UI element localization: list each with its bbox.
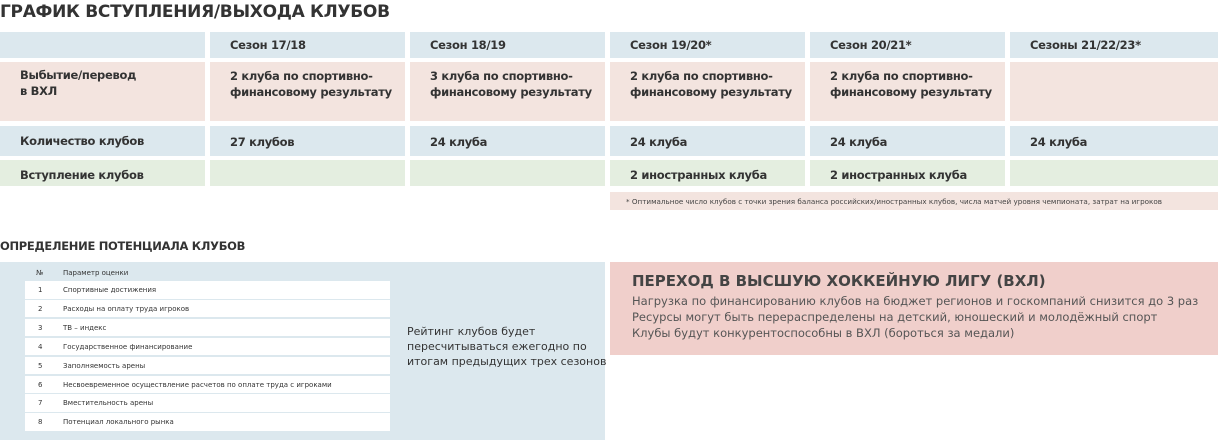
- header-cell: [0, 32, 205, 58]
- text-line: 2 иностранных клуба: [630, 168, 767, 182]
- row-param: Заполняемость арены: [63, 361, 146, 370]
- row-num: 7: [38, 399, 43, 408]
- header-cell: Сезон 19/20*: [610, 32, 805, 58]
- cell: 2 клуба по спортивно-финансовому результ…: [210, 62, 405, 121]
- cell: 24 клуба: [810, 126, 1005, 156]
- text-line: финансовому результату: [630, 85, 792, 99]
- row-param: Спортивные достижения: [63, 286, 157, 294]
- text-line: в ВХЛ: [20, 84, 57, 98]
- row-num: 5: [38, 361, 43, 370]
- text-line: 27 клубов: [230, 135, 295, 149]
- row-param: Несвоевременное осуществление расчетов п…: [63, 380, 332, 389]
- section-title: ОПРЕДЕЛЕНИЕ ПОТЕНЦИАЛА КЛУБОВ: [0, 239, 246, 253]
- table-row: 5 Заполняемость арены: [25, 356, 390, 375]
- cell: 27 клубов: [210, 126, 405, 156]
- table-header: № Параметр оценки: [25, 266, 390, 280]
- column-header: Сезон 17/18: [230, 38, 306, 52]
- text-line: 24 клуба: [830, 135, 888, 149]
- row-num: 4: [38, 342, 43, 351]
- header-cell: Сезоны 21/22/23*: [1010, 32, 1218, 58]
- cell: 2 иностранных клуба: [610, 160, 805, 186]
- param-table: № Параметр оценки 1 Спортивные достижения 2 Р…: [25, 266, 390, 432]
- cell: 2 клуба по спортивно-финансовому результ…: [810, 62, 1005, 121]
- header-cell: Сезон 18/19: [410, 32, 605, 58]
- text-line: Вступление клубов: [20, 168, 144, 182]
- row-label: Выбытие/перевод в ВХЛ: [0, 62, 205, 121]
- cell: [1010, 160, 1218, 186]
- table-row: 2 Расходы на оплату труда игроков: [25, 299, 390, 318]
- row-param: Расходы на оплату труда игроков: [63, 304, 190, 313]
- text-line: 2 клуба по спортивно-: [230, 69, 373, 83]
- text-line: финансовому результату: [430, 85, 592, 99]
- potential-panel: № Параметр оценки 1 Спортивные достижения 2 Р…: [0, 262, 607, 440]
- row-num: 6: [38, 380, 43, 389]
- cell: 2 иностранных клуба: [810, 160, 1005, 186]
- cell: [210, 160, 405, 186]
- row-param: Государственное финансирование: [63, 342, 193, 351]
- row-param: Вместительность арены: [63, 399, 154, 408]
- row-num: 3: [38, 323, 43, 332]
- cell: 24 клуба: [410, 126, 605, 156]
- table-row: 3 ТВ – индекс: [25, 318, 390, 337]
- header-param: Параметр оценки: [63, 269, 129, 277]
- table-row: 6 Несвоевременное осуществление расчетов …: [25, 375, 390, 393]
- text-line: 2 клуба по спортивно-: [830, 69, 973, 83]
- text-line: 3 клуба по спортивно-: [430, 69, 573, 83]
- note-line: Рейтинг клубов будет: [407, 325, 536, 338]
- vhl-title: ПЕРЕХОД В ВЫСШУЮ ХОККЕЙНУЮ ЛИГУ (ВХЛ): [632, 272, 1046, 290]
- cell: 24 клуба: [1010, 126, 1218, 156]
- text-line: 24 клуба: [1030, 135, 1088, 149]
- note-line: пересчитываться ежегодно по: [407, 340, 587, 353]
- title: ГРАФИК ВСТУПЛЕНИЯ/ВЫХОДА КЛУБОВ: [0, 2, 390, 22]
- vhl-box: ПЕРЕХОД В ВЫСШУЮ ХОККЕЙНУЮ ЛИГУ (ВХЛ) Наг…: [610, 262, 1218, 355]
- vhl-line: Нагрузка по финансированию клубов на бюд…: [632, 294, 1199, 308]
- row-param: Потенциал локального рынка: [63, 418, 174, 427]
- vhl-line: Клубы будут конкурентоспособны в ВХЛ (бо…: [632, 326, 1015, 340]
- header-cell: Сезон 17/18: [210, 32, 405, 58]
- column-header: Сезон 19/20*: [630, 38, 712, 52]
- row-num: 2: [38, 304, 43, 313]
- text-line: 24 клуба: [630, 135, 688, 149]
- row-label: Количество клубов: [0, 126, 205, 156]
- header-cell: Сезон 20/21*: [810, 32, 1005, 58]
- cell: [1010, 62, 1218, 121]
- vhl-line: Ресурсы могут быть перераспределены на д…: [632, 310, 1158, 324]
- table-row: 4 Государственное финансирование: [25, 337, 390, 356]
- row-param: ТВ – индекс: [63, 323, 107, 332]
- footnote: * Оптимальное число клубов с точки зрени…: [610, 192, 1218, 210]
- column-header: Сезон 18/19: [430, 38, 506, 52]
- cell: [410, 160, 605, 186]
- text-line: Выбытие/перевод: [20, 68, 137, 82]
- text-line: 2 клуба по спортивно-: [630, 69, 773, 83]
- column-header: Сезоны 21/22/23*: [1030, 38, 1141, 52]
- table-row: 1 Спортивные достижения: [25, 281, 390, 299]
- table-row: 7 Вместительность арены: [25, 394, 390, 412]
- column-header: Сезон 20/21*: [830, 38, 912, 52]
- row-label: Вступление клубов: [0, 160, 205, 186]
- note-line: итогам предыдущих трех сезонов: [407, 355, 607, 368]
- table-row: 8 Потенциал локального рынка: [25, 413, 390, 431]
- text-line: финансовому результату: [230, 85, 392, 99]
- row-num: 1: [38, 286, 43, 294]
- cell: 2 клуба по спортивно-финансовому результ…: [610, 62, 805, 121]
- text-line: Количество клубов: [20, 134, 144, 148]
- cell: 24 клуба: [610, 126, 805, 156]
- text-line: финансовому результату: [830, 85, 992, 99]
- header-num: №: [36, 269, 44, 277]
- row-num: 8: [38, 418, 43, 427]
- text-line: 2 иностранных клуба: [830, 168, 967, 182]
- cell: 3 клуба по спортивно-финансовому результ…: [410, 62, 605, 121]
- text-line: 24 клуба: [430, 135, 488, 149]
